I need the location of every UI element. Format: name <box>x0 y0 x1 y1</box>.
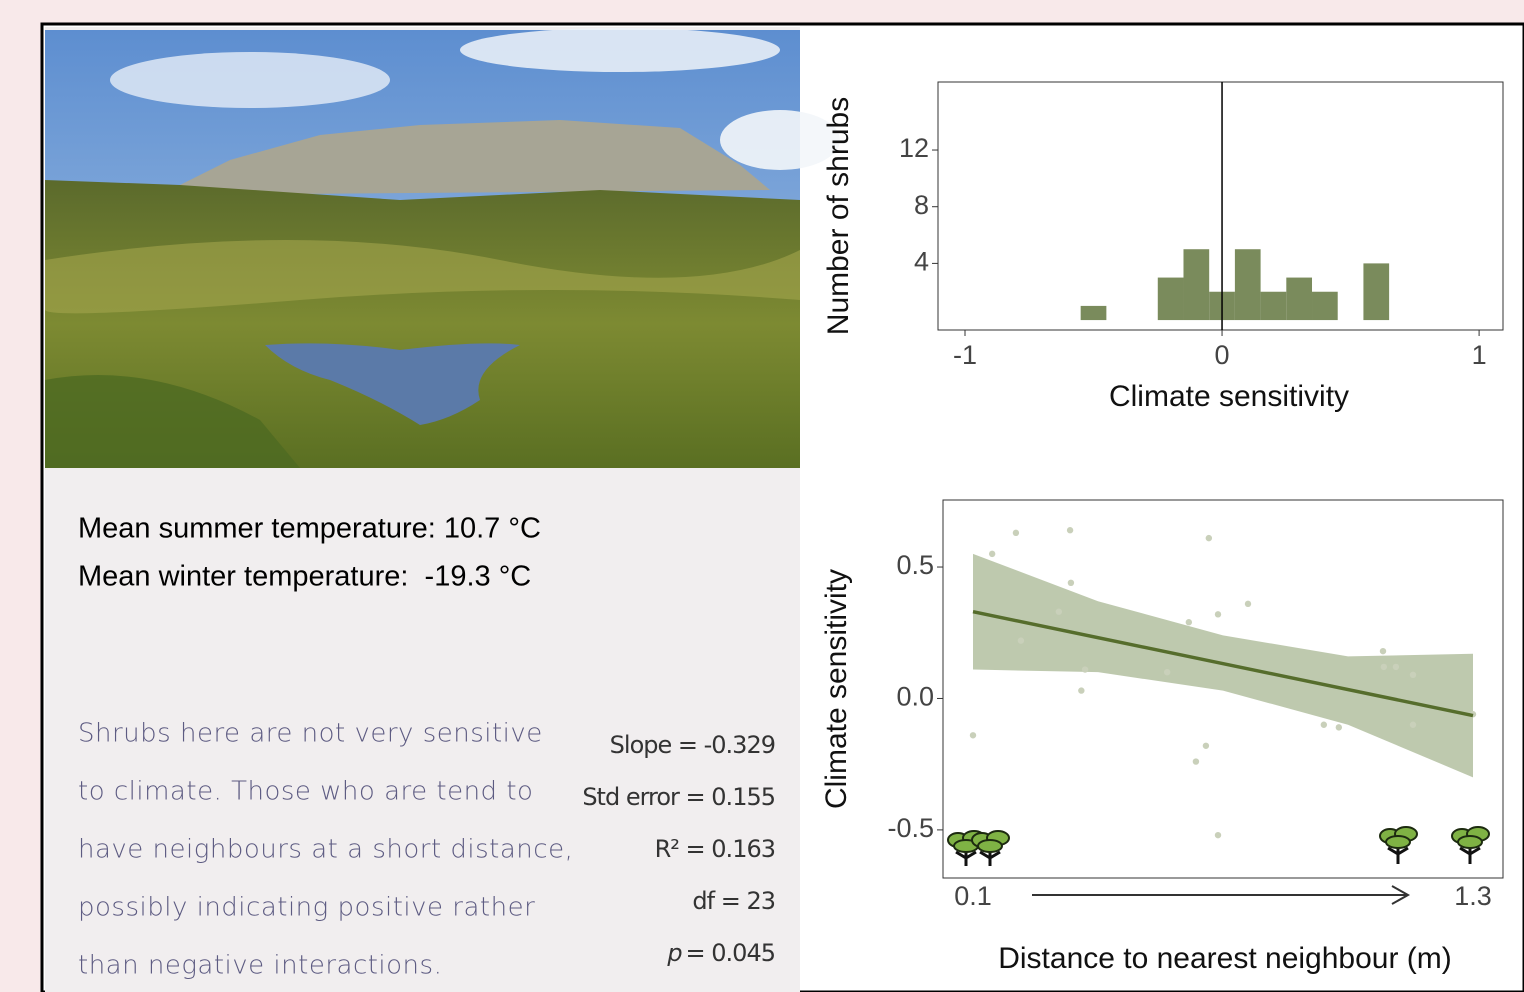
bar <box>1286 278 1312 321</box>
stat-line: df = 23 <box>692 887 775 915</box>
point <box>1082 666 1088 672</box>
p-value: = 0.045 <box>686 939 775 967</box>
point <box>1186 619 1192 625</box>
bar <box>1081 306 1107 320</box>
point <box>1068 580 1074 586</box>
x-axis-title: Climate sensitivity <box>1109 380 1349 413</box>
p-symbol: p <box>666 939 682 967</box>
x-tick-label: -1 <box>953 340 977 370</box>
point <box>1164 669 1170 675</box>
page: {"info":{"lines":["Mean summer temperatu… <box>0 0 1524 992</box>
point <box>1393 664 1399 670</box>
description-line: to climate. Those who are tend to <box>78 777 533 807</box>
stat-line: Slope = -0.329 <box>610 731 775 759</box>
point <box>1067 527 1073 533</box>
point <box>1380 648 1386 654</box>
bar <box>1363 263 1389 320</box>
point <box>1018 637 1024 643</box>
description-line: possibly indicating positive rather <box>78 893 535 923</box>
point <box>1410 672 1416 678</box>
point <box>1206 535 1212 541</box>
point <box>1215 832 1221 838</box>
x-axis-title: Distance to nearest neighbour (m) <box>998 942 1452 975</box>
y-axis-title: Number of shrubs <box>822 97 855 335</box>
bar <box>1312 292 1338 320</box>
stat-line: R² = 0.163 <box>655 835 775 863</box>
x-tick-label: 1 <box>1472 340 1487 370</box>
y-tick-label: 8 <box>914 190 929 220</box>
y-tick-label: 0.5 <box>896 550 934 580</box>
y-tick-label: 0.0 <box>896 682 934 712</box>
bar <box>1183 249 1209 320</box>
point <box>1215 611 1221 617</box>
bar <box>1235 249 1261 320</box>
x-tick-label: 0 <box>1215 340 1230 370</box>
point <box>1193 758 1199 764</box>
x-tick-label: 0.1 <box>954 881 992 911</box>
stat-line: Std error = 0.155 <box>582 783 775 811</box>
point <box>970 732 976 738</box>
y-tick-label: 12 <box>899 133 929 163</box>
point <box>1013 530 1019 536</box>
point <box>1381 664 1387 670</box>
point <box>1078 687 1084 693</box>
x-tick-label: 1.3 <box>1454 881 1492 911</box>
photo <box>45 28 840 468</box>
slide: Mean summer temperature: 10.7 °C Mean win… <box>0 0 1524 992</box>
point <box>1410 722 1416 728</box>
point <box>1056 609 1062 615</box>
description-line: than negative interactions. <box>78 951 442 981</box>
info-line: Mean summer temperature: 10.7 °C <box>78 513 541 545</box>
point <box>1203 743 1209 749</box>
y-tick-label: -0.5 <box>887 813 934 843</box>
description-line: Shrubs here are not very sensitive <box>78 719 543 749</box>
info-line: Mean winter temperature: -19.3 °C <box>78 561 531 593</box>
point <box>1336 724 1342 730</box>
y-axis-title: Climate sensitivity <box>820 569 853 809</box>
bar <box>1158 278 1184 321</box>
point <box>1245 601 1251 607</box>
point <box>989 551 995 557</box>
y-tick-label: 4 <box>914 247 929 277</box>
point <box>1321 722 1327 728</box>
description-line: have neighbours at a short distance, <box>78 835 573 865</box>
bar <box>1261 292 1287 320</box>
